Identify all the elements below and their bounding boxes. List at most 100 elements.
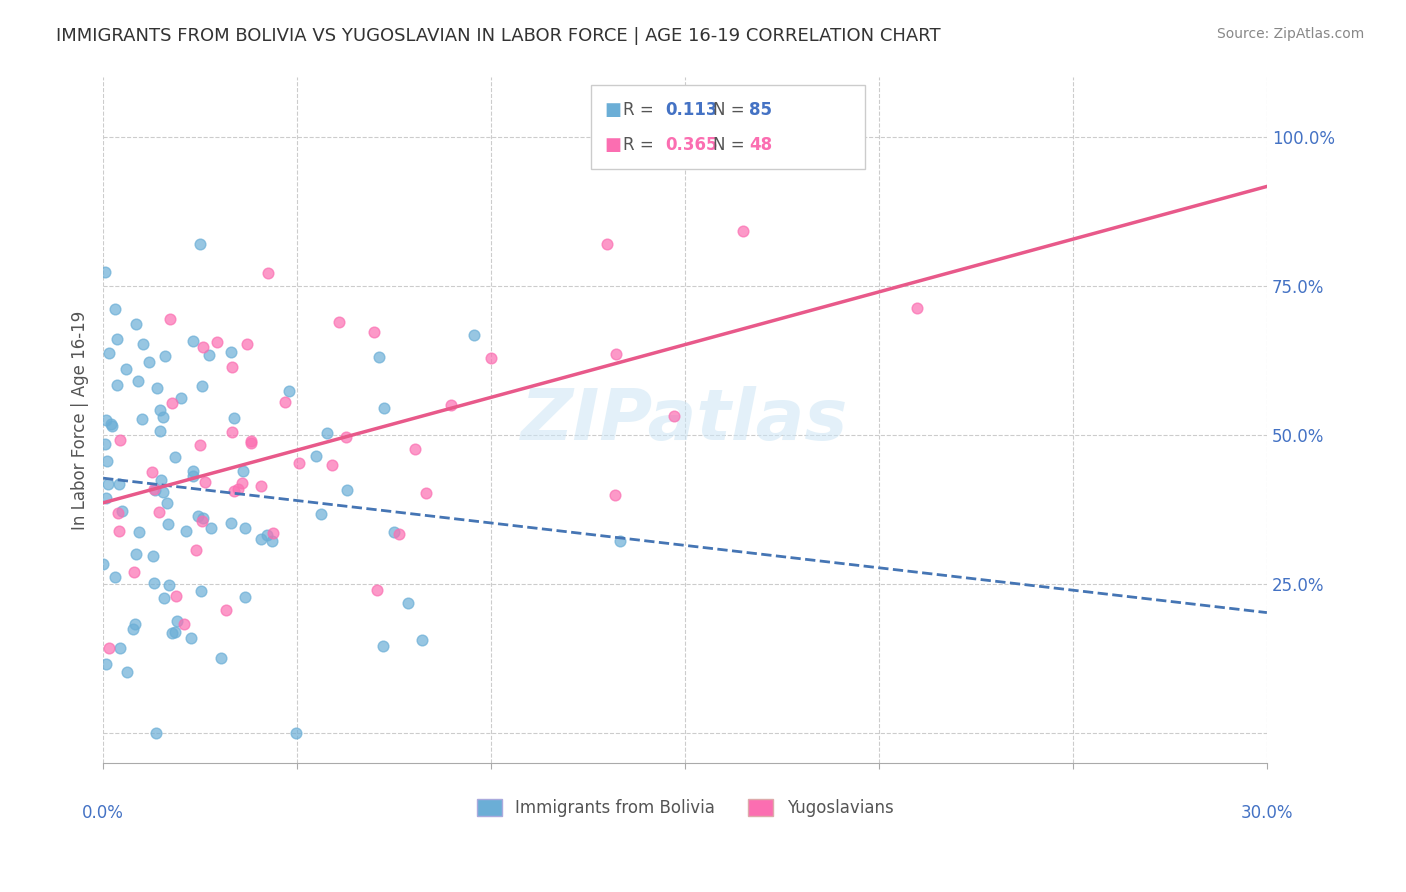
- Point: [335, 430, 357, 444]
- Point: [731, 224, 754, 238]
- Point: [125, 547, 148, 561]
- Point: [221, 425, 243, 439]
- Point: [905, 301, 928, 316]
- Point: [371, 639, 394, 653]
- Point: [108, 433, 131, 447]
- Point: [373, 401, 395, 416]
- Point: [240, 434, 263, 448]
- Point: [479, 351, 502, 365]
- Point: [152, 410, 174, 425]
- Point: [191, 511, 214, 525]
- Point: [131, 336, 153, 351]
- Point: [124, 616, 146, 631]
- Point: [664, 409, 686, 423]
- Point: [114, 361, 136, 376]
- Point: [166, 614, 188, 628]
- Point: [224, 484, 246, 499]
- Point: [415, 486, 437, 500]
- Point: [124, 317, 146, 331]
- Point: [188, 438, 211, 452]
- Point: [200, 521, 222, 535]
- Point: [165, 590, 187, 604]
- Point: [142, 549, 165, 563]
- Legend: Immigrants from Bolivia, Yugoslavians: Immigrants from Bolivia, Yugoslavians: [470, 792, 900, 823]
- Point: [277, 384, 299, 399]
- Point: [190, 378, 212, 392]
- Point: [411, 633, 433, 648]
- Point: [94, 265, 117, 279]
- Text: 0.0%: 0.0%: [82, 805, 124, 822]
- Point: [284, 726, 307, 740]
- Text: R =: R =: [623, 101, 659, 119]
- Point: [173, 616, 195, 631]
- Text: N =: N =: [713, 101, 749, 119]
- Point: [321, 458, 343, 472]
- Point: [108, 524, 131, 538]
- Point: [93, 436, 115, 450]
- Point: [157, 578, 180, 592]
- Point: [150, 473, 173, 487]
- Point: [188, 237, 211, 252]
- Point: [184, 543, 207, 558]
- Point: [100, 419, 122, 434]
- Point: [262, 533, 284, 548]
- Point: [96, 491, 118, 505]
- Point: [149, 425, 172, 439]
- Point: [96, 412, 118, 426]
- Text: ■: ■: [605, 136, 621, 154]
- Point: [163, 624, 186, 639]
- Point: [142, 576, 165, 591]
- Point: [187, 508, 209, 523]
- Text: 85: 85: [749, 101, 772, 119]
- Point: [148, 505, 170, 519]
- Point: [105, 377, 128, 392]
- Point: [328, 315, 350, 329]
- Point: [100, 417, 122, 431]
- Point: [141, 465, 163, 479]
- Point: [439, 398, 461, 412]
- Point: [104, 301, 127, 316]
- Point: [256, 528, 278, 542]
- Point: [97, 477, 120, 491]
- Point: [221, 360, 243, 375]
- Text: 48: 48: [749, 136, 772, 154]
- Point: [596, 237, 619, 252]
- Point: [262, 526, 284, 541]
- Point: [605, 347, 627, 361]
- Point: [191, 340, 214, 354]
- Point: [180, 631, 202, 645]
- Point: [131, 412, 153, 426]
- Point: [155, 495, 177, 509]
- Point: [145, 726, 167, 740]
- Point: [205, 334, 228, 349]
- Text: Source: ZipAtlas.com: Source: ZipAtlas.com: [1216, 27, 1364, 41]
- Point: [97, 641, 120, 656]
- Point: [152, 485, 174, 500]
- Text: ZIPatlas: ZIPatlas: [522, 385, 849, 455]
- Point: [219, 345, 242, 359]
- Point: [97, 346, 120, 360]
- Point: [363, 326, 385, 340]
- Point: [117, 665, 139, 679]
- Point: [160, 625, 183, 640]
- Point: [366, 582, 388, 597]
- Point: [311, 508, 333, 522]
- Point: [603, 488, 626, 502]
- Point: [104, 570, 127, 584]
- Point: [404, 442, 426, 456]
- Point: [93, 557, 115, 571]
- Point: [128, 524, 150, 539]
- Point: [181, 469, 204, 483]
- Point: [250, 532, 273, 546]
- Point: [183, 334, 205, 348]
- Point: [107, 332, 129, 346]
- Point: [170, 391, 193, 405]
- Text: ■: ■: [605, 101, 621, 119]
- Point: [198, 348, 221, 362]
- Point: [156, 516, 179, 531]
- Y-axis label: In Labor Force | Age 16-19: In Labor Force | Age 16-19: [72, 310, 89, 530]
- Point: [96, 454, 118, 468]
- Point: [183, 464, 205, 478]
- Point: [149, 402, 172, 417]
- Point: [107, 507, 129, 521]
